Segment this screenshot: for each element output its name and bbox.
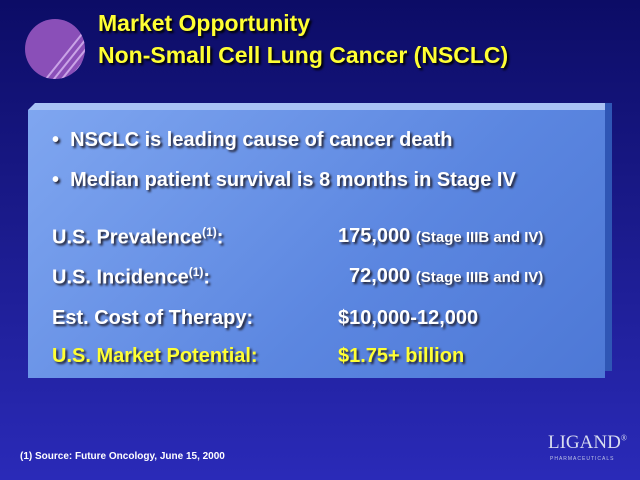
title-line: Non-Small Cell Lung Cancer (NSCLC)	[98, 42, 509, 68]
row-label: U.S. Market Potential:	[52, 345, 258, 367]
colon: :	[216, 226, 224, 249]
row-value: $10,000-12,000	[338, 307, 479, 329]
row-value: 175,000 (Stage IIIB and IV)	[338, 225, 543, 248]
row-value: 72,000 (Stage IIIB and IV)	[349, 265, 543, 288]
row-label: Est. Cost of Therapy:	[52, 307, 254, 329]
row-value: $1.75+ billion	[338, 345, 465, 367]
footnote: (1) Source: Future Oncology, June 15, 20…	[20, 451, 225, 462]
value: 175,000	[338, 225, 411, 247]
label: U.S. Prevalence	[52, 226, 203, 249]
logo-tagline: PHARMACEUTICALS	[550, 456, 615, 462]
bullet: • NSCLC is leading cause of cancer death	[52, 129, 453, 151]
colon: :	[203, 266, 211, 289]
value: 72,000	[349, 265, 411, 287]
footnote-ref: (1)	[202, 225, 217, 239]
bullet: • Median patient survival is 8 months in…	[52, 169, 516, 191]
logo-text: LIGAND	[548, 432, 621, 453]
logo-mark: ®	[620, 433, 627, 443]
note: (Stage IIIB and IV)	[415, 269, 544, 286]
label: U.S. Incidence	[52, 266, 189, 289]
box-bevel	[28, 103, 612, 110]
title-line: Market Opportunity	[98, 10, 311, 36]
content-box	[28, 110, 605, 378]
bullet-text: Median patient survival is 8 months in S…	[70, 169, 516, 191]
logo-circle	[25, 19, 85, 79]
logo-name: LIGAND®	[548, 432, 627, 454]
row-label: U.S. Prevalence(1):	[52, 225, 223, 250]
note: (Stage IIIB and IV)	[415, 229, 544, 246]
box-bevel	[605, 103, 612, 371]
bullet-text: NSCLC is leading cause of cancer death	[70, 129, 453, 151]
row-label: U.S. Incidence(1):	[52, 265, 210, 290]
footnote-ref: (1)	[188, 265, 204, 279]
